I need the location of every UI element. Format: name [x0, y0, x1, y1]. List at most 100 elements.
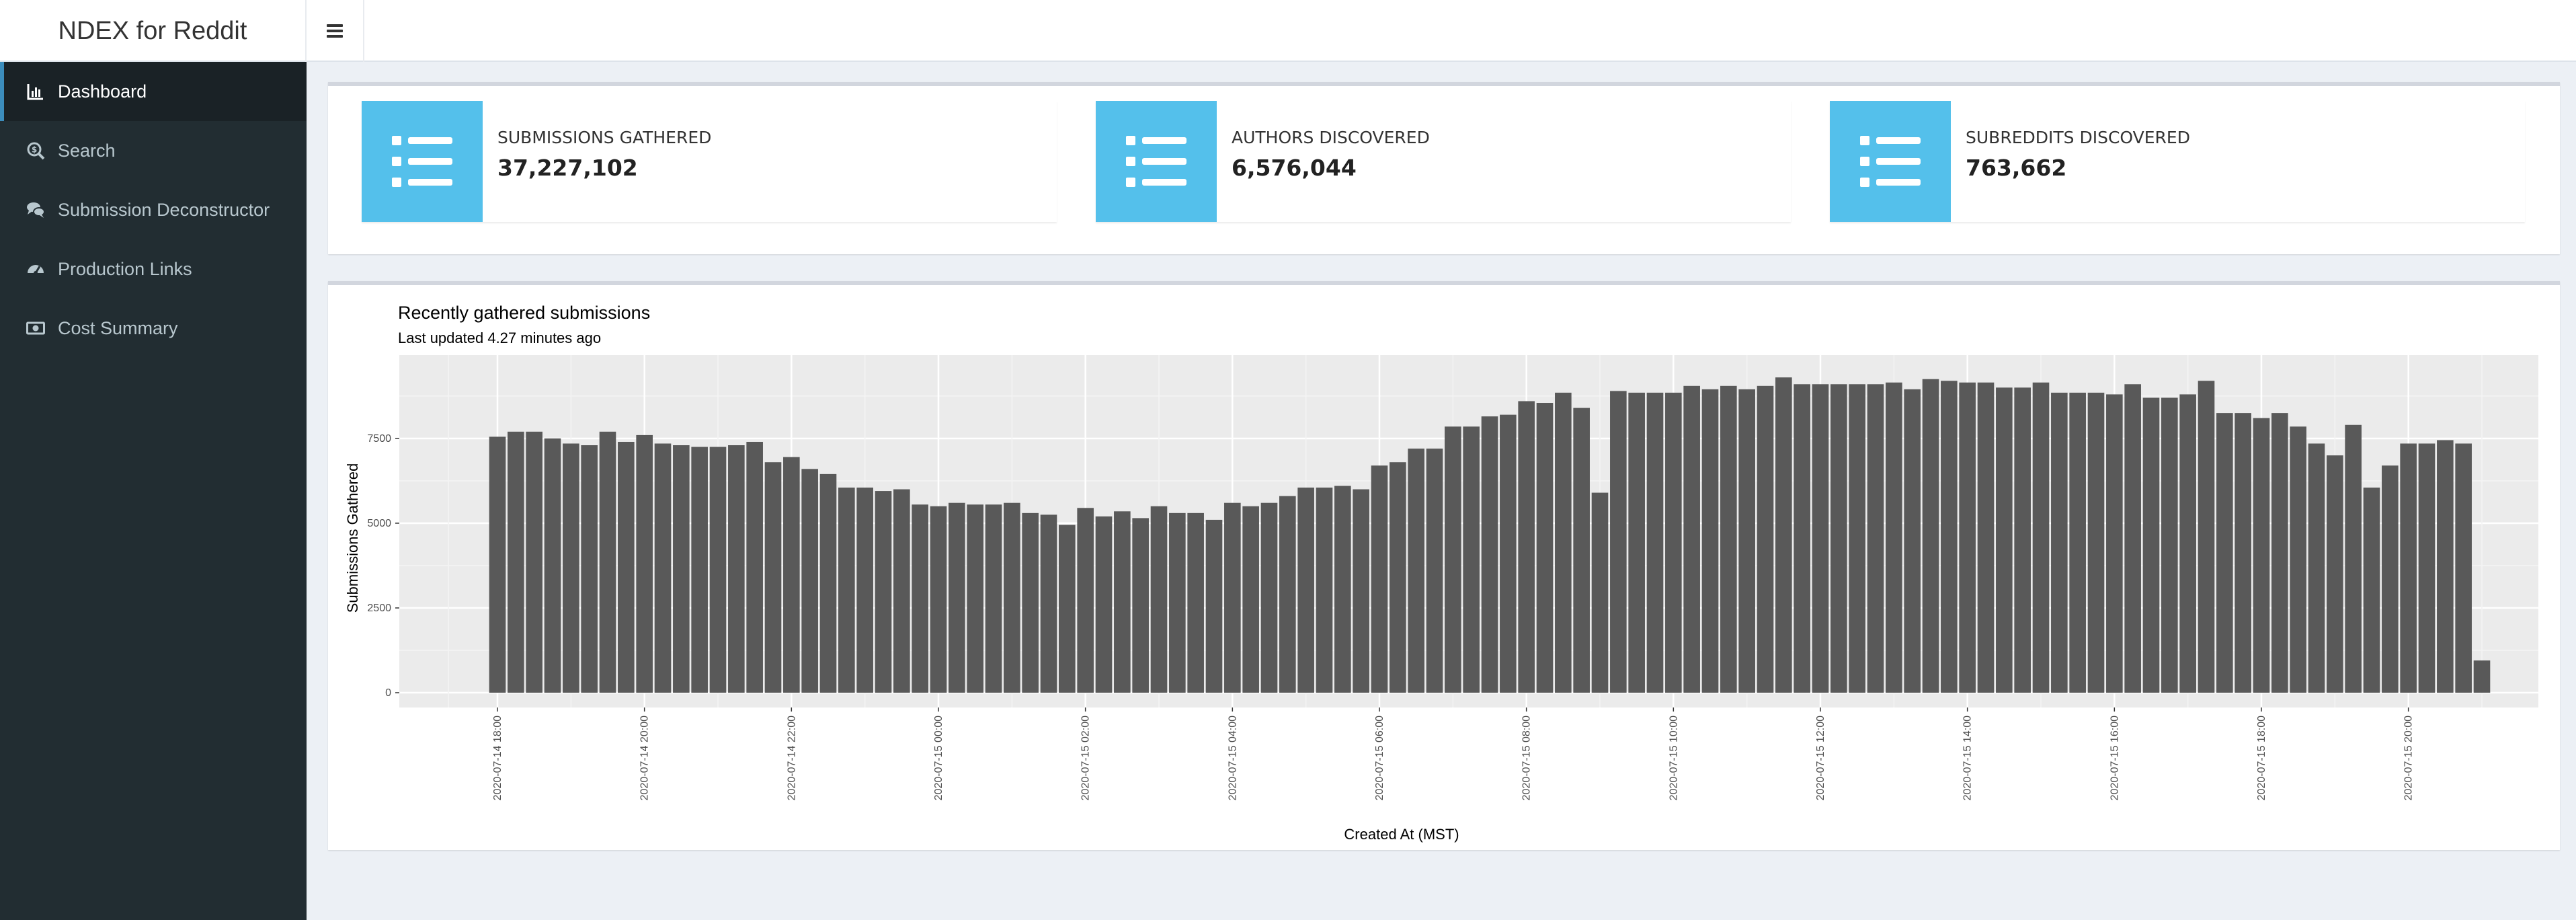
- bar: [1775, 377, 1792, 693]
- x-tick-label: 2020-07-15 04:00: [1227, 716, 1238, 800]
- bar: [1279, 496, 1296, 693]
- bar: [636, 434, 653, 693]
- x-tick-label: 2020-07-14 20:00: [639, 716, 651, 800]
- x-tick-label: 2020-07-15 18:00: [2256, 716, 2267, 800]
- bar: [691, 447, 708, 693]
- bar: [2418, 443, 2436, 693]
- x-tick-label: 2020-07-15 02:00: [1080, 716, 1092, 800]
- y-tick-label: 7500: [367, 433, 391, 445]
- list-icon: [1830, 101, 1951, 222]
- bar: [654, 443, 672, 693]
- app-logo[interactable]: NDEX for Reddit: [0, 0, 307, 62]
- bar: [2179, 394, 2196, 693]
- bar: [581, 445, 598, 693]
- money-bill-icon: [26, 318, 46, 338]
- bar: [985, 504, 1002, 693]
- bar: [1334, 486, 1351, 693]
- sidebar-item-cost-summary[interactable]: Cost Summary: [0, 299, 307, 358]
- x-tick-label: 2020-07-15 16:00: [2109, 716, 2120, 800]
- bar: [489, 436, 506, 693]
- chart-title: Recently gathered submissions: [398, 303, 651, 323]
- bar: [2106, 394, 2123, 693]
- bar: [1114, 511, 1131, 693]
- bar: [2271, 413, 2288, 693]
- x-tick-label: 2020-07-15 10:00: [1668, 716, 1679, 800]
- sidebar-item-submission-deconstructor[interactable]: Submission Deconstructor: [0, 180, 307, 239]
- bar: [1518, 401, 1535, 693]
- bar: [2087, 392, 2105, 693]
- bar: [1004, 502, 1020, 693]
- hamburger-icon: [327, 24, 343, 38]
- x-tick-label: 2020-07-15 14:00: [1962, 716, 1974, 800]
- y-tick-label: 5000: [367, 518, 391, 529]
- bar: [1646, 392, 1664, 693]
- bar: [2253, 418, 2270, 693]
- bar: [1426, 449, 1443, 693]
- bar: [563, 443, 579, 693]
- bar: [2142, 397, 2160, 693]
- bar: [1205, 519, 1223, 693]
- x-tick-label: 2020-07-14 18:00: [492, 716, 504, 800]
- bar: [1500, 414, 1517, 693]
- bar: [2014, 387, 2031, 693]
- bar: [1371, 465, 1388, 693]
- info-box-authors: Authors Discovered 6,576,044: [1096, 101, 1791, 222]
- sidebar-item-dashboard[interactable]: Dashboard: [0, 62, 307, 121]
- sidebar-item-label: Submission Deconstructor: [58, 199, 270, 220]
- info-box-submissions: Submissions Gathered 37,227,102: [362, 101, 1057, 222]
- bar: [1150, 506, 1168, 693]
- sidebar-item-search[interactable]: $ Search: [0, 121, 307, 180]
- top-header: NDEX for Reddit: [0, 0, 2576, 62]
- bar: [1260, 502, 1278, 693]
- bar: [783, 457, 800, 693]
- bar: [1665, 392, 1682, 693]
- bar: [1095, 516, 1113, 693]
- bar: [1536, 403, 1554, 693]
- bar: [1059, 525, 1076, 693]
- bar: [746, 441, 763, 693]
- bar: [856, 488, 873, 693]
- bar: [1959, 382, 1976, 693]
- x-tick-label: 2020-07-14 22:00: [786, 716, 797, 800]
- bar: [1390, 462, 1406, 693]
- bar: [1132, 518, 1149, 693]
- info-box-label: Submissions Gathered: [497, 128, 712, 147]
- submissions-bar-chart: 0 2500 5000 7500 2020-07-14 18:00 2020-07-14 …: [344, 355, 2538, 843]
- sidebar-item-label: Dashboard: [58, 81, 147, 102]
- chart-panel: 0 2500 5000 7500 2020-07-14 18:00 2020-07-14 …: [328, 281, 2560, 850]
- bar: [2345, 424, 2362, 693]
- info-box-value: 37,227,102: [497, 155, 638, 181]
- list-icon: [362, 101, 483, 222]
- bar: [1187, 512, 1204, 693]
- x-tick-label: 2020-07-15 00:00: [933, 716, 944, 800]
- bar: [2161, 397, 2178, 693]
- comments-icon: [26, 200, 46, 220]
- bar: [2400, 443, 2417, 693]
- bar: [967, 504, 983, 693]
- bar: [1757, 385, 1774, 693]
- bar: [1867, 384, 1884, 693]
- search-dollar-icon: $: [26, 141, 46, 161]
- gauge-icon: [26, 259, 46, 279]
- bar: [1573, 408, 1590, 693]
- sidebar-item-label: Cost Summary: [58, 317, 178, 338]
- bar: [2455, 443, 2472, 693]
- bar: [1022, 512, 1039, 693]
- bar: [1463, 426, 1480, 693]
- sidebar-item-label: Search: [58, 140, 116, 161]
- sidebar-toggle-button[interactable]: [307, 0, 364, 62]
- bar: [801, 469, 818, 693]
- bar: [1316, 488, 1333, 693]
- sidebar-item-production-links[interactable]: Production Links: [0, 239, 307, 299]
- bar: [1481, 416, 1498, 693]
- bar: [618, 441, 635, 693]
- bar: [1242, 506, 1259, 693]
- bar: [599, 431, 616, 693]
- bar: [2032, 382, 2050, 693]
- bar: [1794, 384, 1810, 693]
- bar: [912, 504, 928, 693]
- stats-panel: Submissions Gathered 37,227,102 Authors …: [328, 82, 2560, 254]
- bar: [1941, 381, 1958, 693]
- bar: [2051, 392, 2068, 693]
- bar: [2124, 384, 2141, 693]
